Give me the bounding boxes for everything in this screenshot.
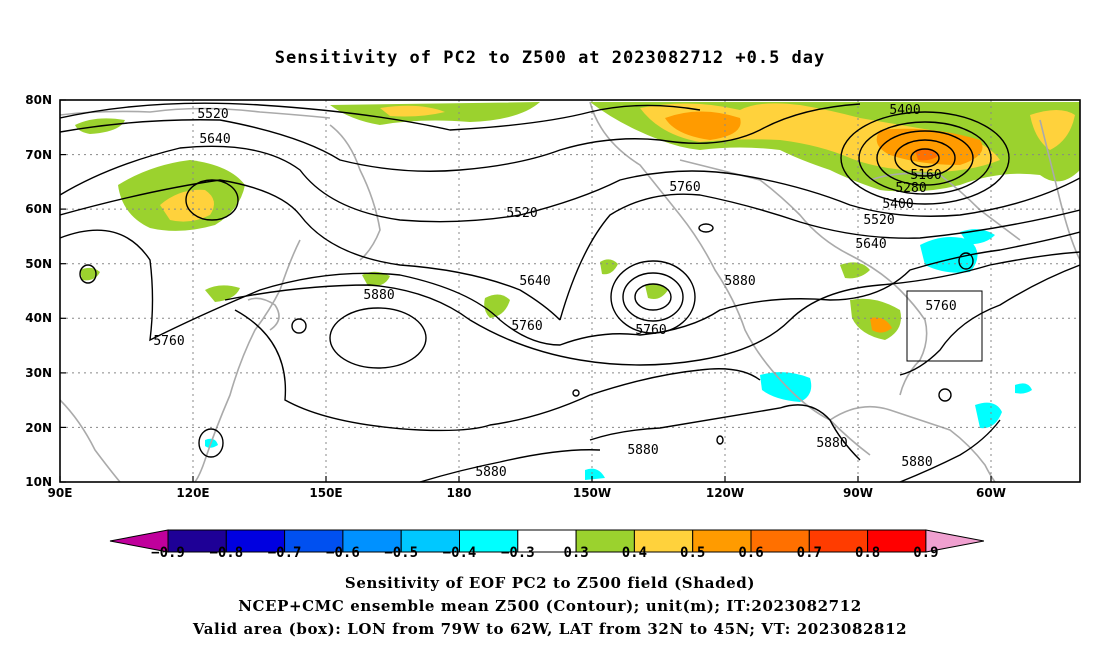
lat-axis: 80N 70N 60N 50N 40N 30N 20N 10N xyxy=(25,93,52,489)
contour-label: 5280 xyxy=(895,181,926,196)
contour-label: 5880 xyxy=(901,455,932,470)
contour-label: 5760 xyxy=(635,323,666,338)
lat-tick-label: 10N xyxy=(25,475,52,489)
lon-tick-label: 90E xyxy=(48,486,73,500)
lat-tick-label: 80N xyxy=(25,93,52,107)
colorbar-label: 0.4 xyxy=(622,545,647,561)
axis-ticks xyxy=(59,99,992,483)
contour-label: 5880 xyxy=(475,465,506,480)
contour-label: 5760 xyxy=(669,180,700,195)
colorbar-label: −0.3 xyxy=(501,545,535,561)
colorbar-label: −0.4 xyxy=(443,545,477,561)
lat-tick-label: 60N xyxy=(25,202,52,216)
contour-label: 5760 xyxy=(925,299,956,314)
contour-label: 5160 xyxy=(910,168,941,183)
caption-line-2: NCEP+CMC ensemble mean Z500 (Contour); u… xyxy=(238,597,862,615)
contour-label: 5520 xyxy=(506,206,537,221)
contour-label: 5880 xyxy=(627,443,658,458)
colorbar-label: 0.6 xyxy=(738,545,763,561)
colorbar-label: −0.6 xyxy=(326,545,360,561)
lon-tick-label: 90W xyxy=(843,486,873,500)
lon-tick-label: 60W xyxy=(976,486,1006,500)
lat-tick-label: 40N xyxy=(25,311,52,325)
colorbar-label: 0.9 xyxy=(913,545,938,561)
colorbar-label: 0.5 xyxy=(680,545,705,561)
lon-tick-label: 180 xyxy=(446,486,471,500)
lat-tick-label: 20N xyxy=(25,421,52,435)
colorbar-label: −0.5 xyxy=(384,545,418,561)
colorbar-label: −0.7 xyxy=(268,545,302,561)
contour-label: 5400 xyxy=(882,197,913,212)
contour-label: 5400 xyxy=(889,103,920,118)
lon-tick-label: 120E xyxy=(176,486,209,500)
contour-label: 5640 xyxy=(519,274,550,289)
caption-line-3: Valid area (box): LON from 79W to 62W, L… xyxy=(192,620,908,638)
lat-tick-label: 30N xyxy=(25,366,52,380)
colorbar-label: −0.8 xyxy=(209,545,243,561)
lon-tick-label: 120W xyxy=(706,486,744,500)
lat-tick-label: 70N xyxy=(25,148,52,162)
z500-contours xyxy=(60,102,1080,482)
map-frame xyxy=(59,99,1081,483)
colorbar-label: 0.3 xyxy=(563,545,588,561)
contour-label: 5880 xyxy=(816,436,847,451)
colorbar-label: −0.9 xyxy=(151,545,185,561)
lon-tick-label: 150E xyxy=(309,486,342,500)
lon-tick-label: 150W xyxy=(573,486,611,500)
contour-label: 5760 xyxy=(153,334,184,349)
contour-labels: 5400 5520 5640 5520 5760 5160 5280 5400 … xyxy=(153,103,956,480)
contour-label: 5880 xyxy=(724,274,755,289)
lat-tick-label: 50N xyxy=(25,257,52,271)
caption-line-1: Sensitivity of EOF PC2 to Z500 field (Sh… xyxy=(344,574,756,592)
colorbar: −0.9 −0.8 −0.7 −0.6 −0.5 −0.4 −0.3 0.3 0.4 0.5 0.6… xyxy=(109,529,984,561)
contour-label: 5640 xyxy=(855,237,886,252)
contour-label: 5520 xyxy=(197,107,228,122)
colorbar-extend-high xyxy=(925,529,984,553)
contour-label: 5760 xyxy=(511,319,542,334)
colorbar-label: 0.8 xyxy=(855,545,880,561)
contour-label: 5520 xyxy=(863,213,894,228)
chart-title: Sensitivity of PC2 to Z500 at 2023082712… xyxy=(274,48,826,68)
lon-axis: 90E 120E 150E 180 150W 120W 90W 60W xyxy=(48,486,1006,500)
valid-area-box xyxy=(906,290,983,362)
colorbar-label: 0.7 xyxy=(797,545,822,561)
grid-lines xyxy=(60,100,1080,482)
contour-label: 5640 xyxy=(199,132,230,147)
contour-label: 5880 xyxy=(363,288,394,303)
